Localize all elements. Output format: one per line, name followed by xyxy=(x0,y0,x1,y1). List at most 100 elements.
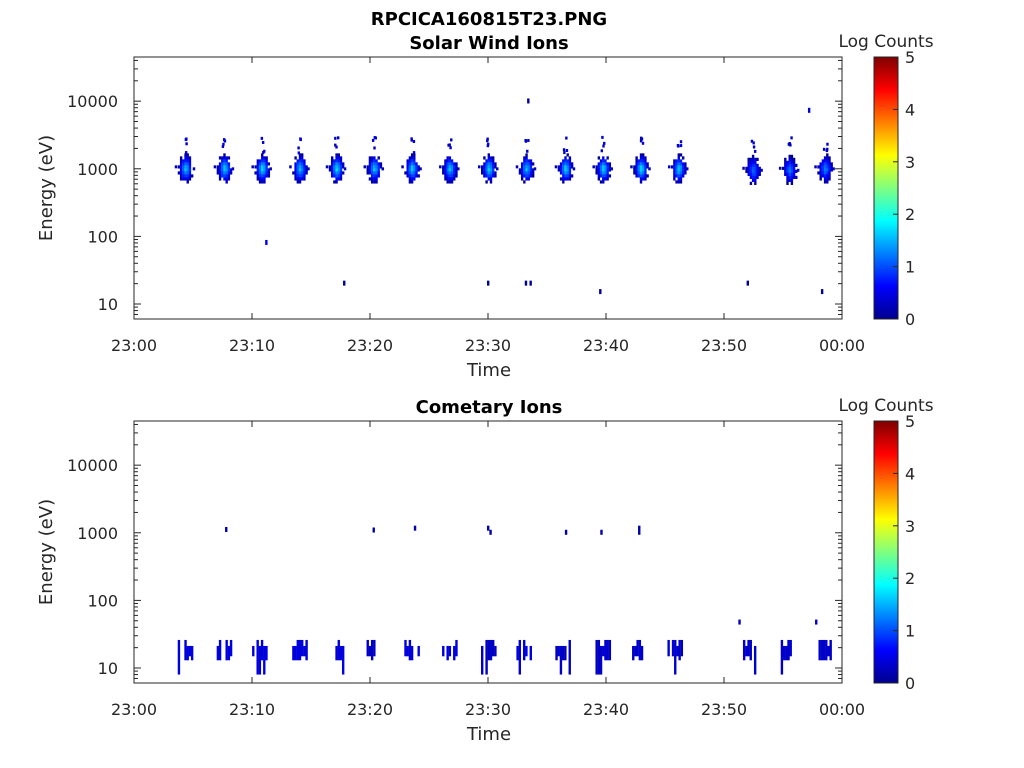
count-cell xyxy=(673,177,676,181)
count-cell xyxy=(406,645,409,657)
count-cell xyxy=(644,174,647,178)
count-cell xyxy=(745,645,748,657)
count-cell xyxy=(792,160,796,164)
count-cell xyxy=(485,639,488,675)
count-cell xyxy=(406,174,409,178)
count-cell xyxy=(256,168,260,172)
count-cell xyxy=(190,174,194,178)
count-cell xyxy=(786,163,789,167)
count-cell xyxy=(527,165,530,169)
axes: 23:00 23:10 23:20 23:30 23:40 23:50 00:00 10 100… xyxy=(67,57,865,355)
count-cell xyxy=(604,159,607,163)
colorbar-tick-label: 4 xyxy=(905,100,915,119)
count-cell xyxy=(675,180,678,184)
count-cell xyxy=(174,165,178,169)
count-cell xyxy=(677,177,680,181)
count-cell xyxy=(523,180,526,184)
x-axis-label: Time xyxy=(466,724,511,745)
count-cell xyxy=(788,172,791,176)
count-cell xyxy=(485,162,488,166)
count-cell xyxy=(823,177,827,181)
count-cell xyxy=(608,162,612,166)
count-cell xyxy=(788,163,791,167)
count-cell xyxy=(487,174,490,178)
count-cell xyxy=(186,180,189,184)
count-cell xyxy=(294,645,297,661)
count-cell xyxy=(339,159,343,163)
count-cell xyxy=(555,645,558,661)
count-cell xyxy=(823,171,827,175)
count-cell xyxy=(531,174,535,178)
ion-band xyxy=(481,639,497,675)
count-cell xyxy=(644,162,647,166)
count-cell xyxy=(263,159,266,163)
count-cell xyxy=(568,165,572,169)
count-cell xyxy=(756,169,759,173)
count-cell xyxy=(406,171,409,175)
count-cell xyxy=(667,165,671,169)
count-cell xyxy=(177,639,181,675)
count-cell xyxy=(754,163,757,167)
count-cell xyxy=(597,177,601,181)
count-cell xyxy=(559,177,563,181)
count-cell xyxy=(677,162,680,166)
count-cell xyxy=(790,160,794,164)
count-cell xyxy=(826,147,829,151)
count-cell xyxy=(337,177,340,181)
count-cell xyxy=(749,157,753,161)
count-cell xyxy=(335,168,338,172)
count-cell xyxy=(225,162,228,166)
count-cell xyxy=(417,168,420,172)
colorbar-tick-label: 0 xyxy=(905,310,915,329)
count-cell xyxy=(442,171,445,175)
count-cell xyxy=(602,144,605,148)
count-cell xyxy=(595,165,598,169)
count-cell xyxy=(227,168,231,172)
count-cell xyxy=(337,153,340,157)
ion-burst xyxy=(289,137,310,184)
count-cell xyxy=(296,639,299,661)
count-cell xyxy=(819,165,822,169)
count-cell xyxy=(529,174,533,178)
count-cell xyxy=(446,645,449,661)
count-cell xyxy=(606,162,609,166)
count-cell xyxy=(337,162,340,166)
count-cell xyxy=(373,156,376,160)
count-cell xyxy=(784,169,787,173)
count-cell xyxy=(559,171,563,175)
count-cell xyxy=(294,177,297,181)
count-cell xyxy=(568,174,572,178)
count-cell xyxy=(448,177,452,181)
count-cell xyxy=(333,165,336,169)
count-cell xyxy=(184,162,187,166)
count-cell xyxy=(368,159,372,163)
count-cell xyxy=(261,171,264,175)
count-cell xyxy=(830,162,833,166)
count-cell xyxy=(485,159,488,163)
x-tick-label: 23:10 xyxy=(229,336,275,355)
count-cell xyxy=(523,156,526,160)
count-cell xyxy=(263,645,266,675)
count-cell xyxy=(188,171,192,175)
x-axis-label: Time xyxy=(466,360,511,381)
count-cell xyxy=(379,165,383,169)
count-cell xyxy=(328,168,332,172)
count-cell xyxy=(568,168,572,172)
count-cell xyxy=(188,156,192,160)
count-cell xyxy=(218,165,222,169)
count-cell xyxy=(754,169,757,173)
count-cell xyxy=(602,180,605,184)
x-tick-label: 23:30 xyxy=(465,700,511,719)
count-cell xyxy=(563,151,566,155)
count-cell xyxy=(256,165,260,169)
count-cell xyxy=(826,156,829,160)
colorbar-label: Log Counts xyxy=(838,396,933,416)
count-cell xyxy=(481,645,484,675)
colorbar-ticks: 0 1 2 3 4 5 xyxy=(893,48,915,329)
count-cell xyxy=(520,168,524,172)
count-cell xyxy=(303,159,306,163)
count-cell xyxy=(557,645,560,657)
count-cell xyxy=(646,165,649,169)
count-cell xyxy=(597,156,601,160)
